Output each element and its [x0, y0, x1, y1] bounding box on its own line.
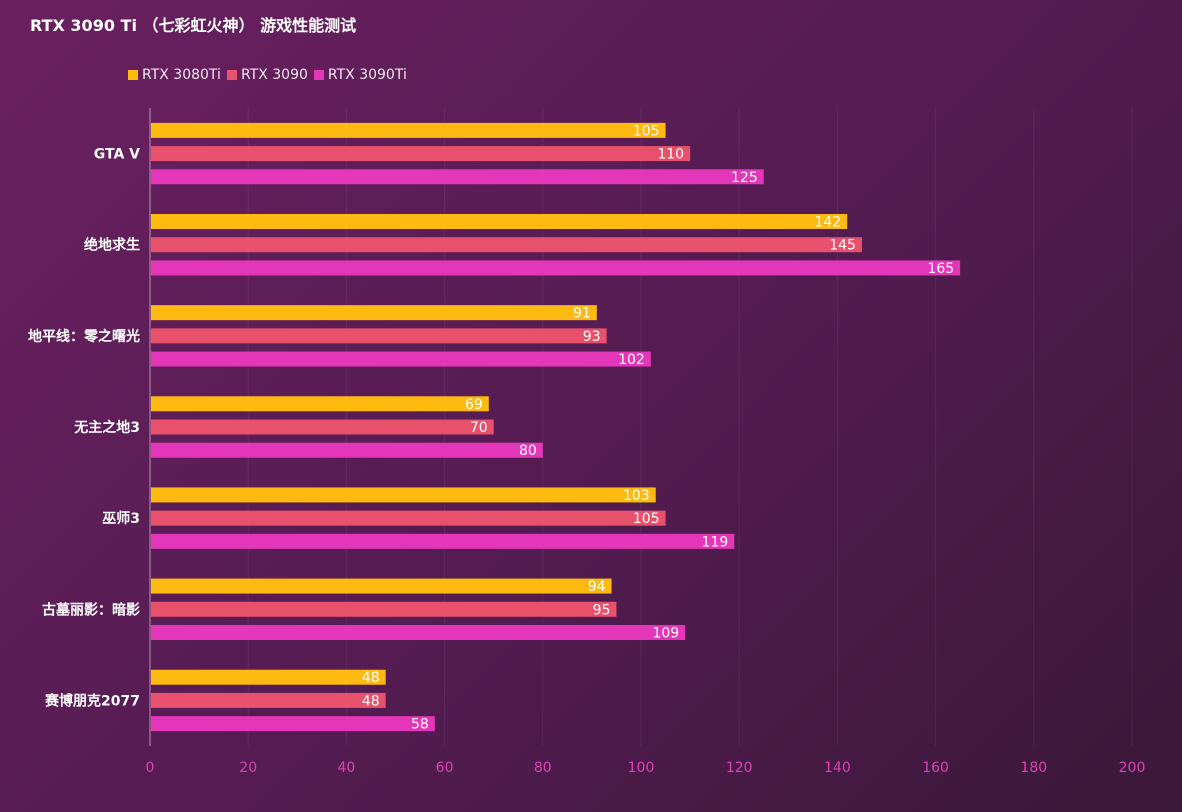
bar — [151, 305, 597, 321]
x-tick-label: 180 — [1020, 760, 1047, 776]
legend-label-rtx-3090ti: RTX 3090Ti — [327, 67, 407, 83]
bar-value-label: 48 — [362, 670, 380, 686]
legend-label-rtx-3080ti: RTX 3080Ti — [142, 67, 221, 83]
legend-swatch-rtx-3090ti — [313, 70, 324, 80]
bar — [151, 169, 764, 185]
bar — [151, 260, 961, 276]
bar — [151, 328, 607, 344]
bar-value-label: 91 — [573, 306, 591, 322]
legend-swatch-rtx-3080ti — [128, 70, 138, 80]
bar-value-label: 69 — [465, 397, 483, 413]
category-label: 赛博朋克2077 — [44, 692, 140, 709]
bar — [151, 669, 386, 685]
category-label: 绝地求生 — [84, 237, 140, 254]
bar — [151, 442, 543, 458]
category-label: 无主之地3 — [73, 419, 140, 436]
bar — [151, 214, 848, 230]
bar — [151, 237, 862, 253]
chart-title: RTX 3090 Ti （七彩虹火神） 游戏性能测试 — [30, 16, 357, 35]
bar — [151, 510, 666, 526]
x-tick-label: 60 — [436, 760, 454, 776]
x-tick-label: 20 — [239, 760, 257, 776]
category-label: 巫师3 — [102, 510, 140, 527]
bar — [151, 578, 612, 594]
legend-swatch-rtx-3090 — [226, 70, 237, 80]
category-label: 古墓丽影：暗影 — [42, 601, 140, 618]
bar-value-label: 95 — [593, 602, 611, 618]
bar — [151, 122, 666, 138]
legend: RTX 3080Ti RTX 3090 RTX 3090Ti — [128, 67, 407, 83]
bar-value-label: 105 — [633, 123, 660, 139]
bar-value-label: 70 — [470, 420, 488, 436]
legend-label-rtx-3090: RTX 3090 — [240, 67, 308, 83]
x-tick-label: 140 — [824, 760, 851, 776]
bar-value-label: 145 — [829, 238, 856, 254]
bar — [151, 692, 386, 708]
legend-item-rtx-3080ti[interactable]: RTX 3080Ti — [128, 67, 221, 83]
bar-value-label: 119 — [702, 534, 729, 550]
x-tick-label: 40 — [337, 760, 355, 776]
x-tick-label: 160 — [922, 760, 949, 776]
bar — [151, 396, 489, 412]
bar — [151, 419, 494, 435]
category-label: 地平线：零之曙光 — [28, 328, 140, 345]
bar — [151, 624, 686, 640]
bar-value-label: 105 — [633, 511, 660, 527]
bar — [151, 146, 691, 162]
bar — [151, 487, 656, 503]
bar-value-label: 142 — [814, 215, 841, 231]
bar-value-label: 48 — [362, 693, 380, 709]
legend-item-rtx-3090ti[interactable]: RTX 3090Ti — [313, 67, 407, 83]
bar-value-label: 109 — [652, 625, 679, 641]
x-tick-label: 120 — [726, 760, 753, 776]
bar — [151, 601, 617, 617]
category-label: GTA V — [94, 147, 140, 163]
bar-value-label: 94 — [588, 579, 606, 595]
bar-value-label: 110 — [657, 147, 684, 163]
legend-item-rtx-3090[interactable]: RTX 3090 — [226, 67, 308, 83]
bar-value-label: 103 — [623, 488, 650, 504]
bar-value-label: 80 — [519, 443, 537, 459]
x-tick-label: 100 — [628, 760, 655, 776]
x-tick-label: 80 — [534, 760, 552, 776]
bar — [151, 716, 435, 732]
bar-value-label: 125 — [731, 170, 758, 186]
bar — [151, 533, 735, 549]
bar-value-label: 165 — [927, 261, 954, 277]
x-tick-label: 200 — [1119, 760, 1146, 776]
bar-value-label: 102 — [618, 352, 645, 368]
bar-value-label: 93 — [583, 329, 601, 345]
x-tick-label: 0 — [146, 760, 155, 776]
bar — [151, 351, 651, 367]
bar-value-label: 58 — [411, 717, 429, 733]
